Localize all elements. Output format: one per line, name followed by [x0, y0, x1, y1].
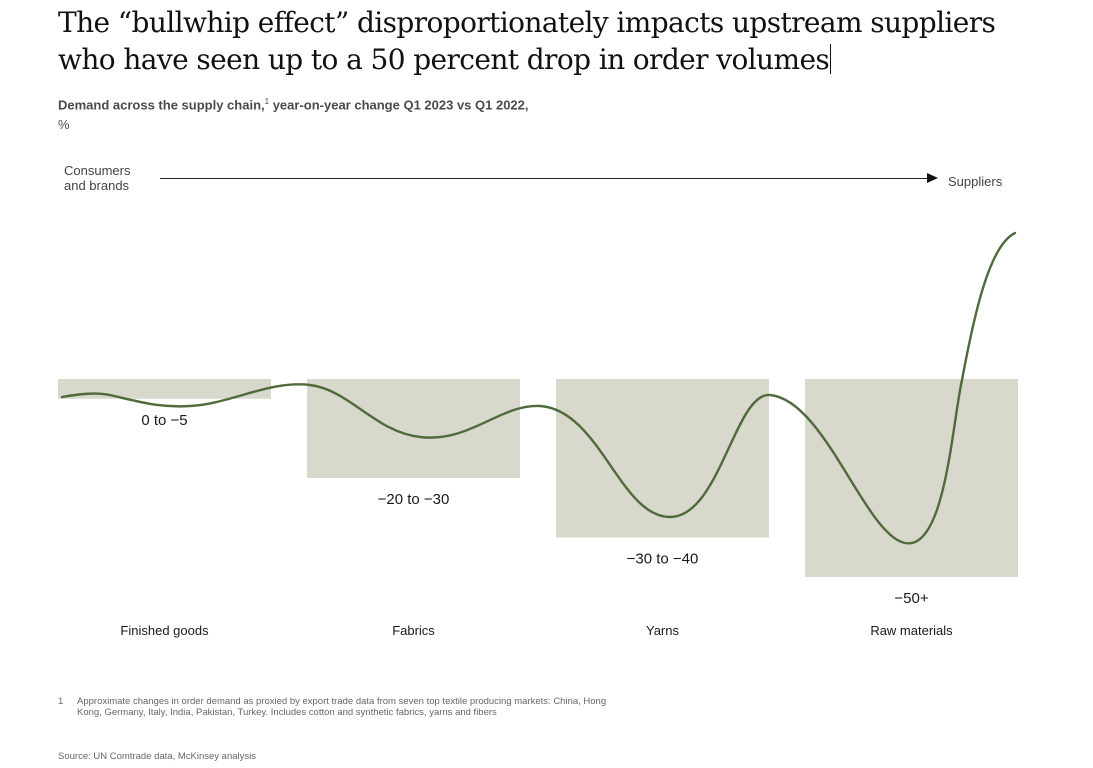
range-box-2 [307, 379, 520, 478]
chart-title: The “bullwhip effect” disproportionately… [58, 4, 1058, 78]
range-box-4 [805, 379, 1018, 577]
range-box-3 [556, 379, 769, 538]
flow-arrowhead-icon [927, 173, 938, 183]
footnote-number: 1 [58, 696, 64, 707]
flow-end-label: Suppliers [948, 174, 1003, 189]
value-label-3: −30 to −40 [627, 550, 699, 567]
footnote: 1 Approximate changes in order demand as… [58, 696, 618, 718]
bullwhip-curve [60, 231, 1017, 545]
text-cursor [830, 44, 832, 74]
source-note: Source: UN Comtrade data, McKinsey analy… [58, 751, 256, 762]
value-label-1: 0 to −5 [141, 412, 187, 429]
range-box-1 [58, 379, 271, 399]
subtitle-footnote-ref: 1 [264, 97, 270, 106]
value-labels: 0 to −5 −20 to −30 −30 to −40 −50+ [141, 412, 928, 607]
flow-start-label-line-1: Consumers [64, 163, 131, 178]
value-label-4: −50+ [894, 590, 928, 607]
chart-title-line-1: The “bullwhip effect” disproportionately… [58, 6, 996, 39]
category-label-1: Finished goods [120, 623, 209, 638]
subtitle-unit: % [58, 117, 70, 133]
flow-start-label: Consumers and brands [64, 163, 130, 193]
value-label-2: −20 to −30 [378, 491, 450, 508]
subtitle-main: Demand across the supply chain, [58, 97, 265, 113]
chart-title-line-2-text: who have seen up to a 50 percent drop in… [58, 43, 830, 76]
category-label-3: Yarns [646, 623, 679, 638]
category-labels: Finished goods Fabrics Yarns Raw materials [120, 623, 953, 638]
range-boxes [58, 379, 1018, 577]
flow-start-label-line-2: and brands [64, 178, 130, 193]
subtitle-rest: year-on-year change Q1 2023 vs Q1 2022, [269, 97, 529, 113]
category-label-4: Raw materials [870, 623, 953, 638]
chart-subtitle: Demand across the supply chain,1 year-on… [58, 92, 698, 135]
category-label-2: Fabrics [392, 623, 435, 638]
chart-title-line-2: who have seen up to a 50 percent drop in… [58, 41, 1058, 78]
flow-arrow-line [160, 178, 928, 179]
footnote-text: Approximate changes in order demand as p… [77, 696, 607, 718]
